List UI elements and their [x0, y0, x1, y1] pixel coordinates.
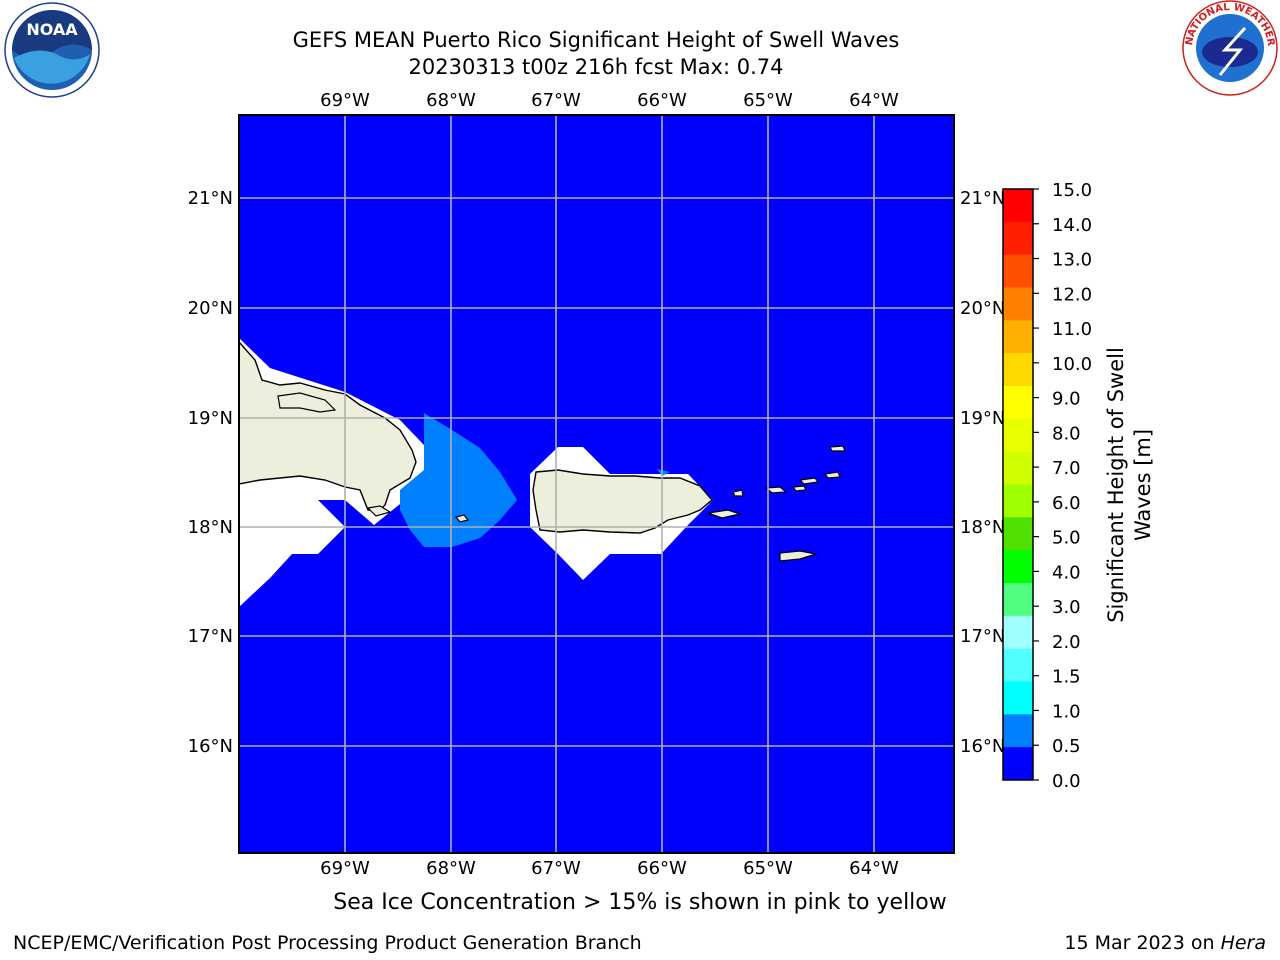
culebra-island [732, 489, 744, 497]
colorbar-tick-label: 8.0 [1052, 423, 1081, 444]
lat-label: 17°N [188, 626, 233, 647]
lon-label: 68°W [426, 858, 476, 879]
footer-credit: NCEP/EMC/Verification Post Processing Pr… [13, 932, 642, 954]
saona-island [366, 505, 392, 517]
lat-label: 20°N [960, 298, 1005, 319]
colorbar-swatch [1003, 418, 1033, 453]
lat-labels-right: 21°N 20°N 19°N 18°N 17°N 16°N [960, 188, 1005, 757]
colorbar-swatch [1003, 287, 1033, 321]
colorbar-swatch [1003, 517, 1033, 551]
lon-label: 66°W [637, 858, 687, 879]
st-john-island [791, 485, 807, 492]
colorbar-swatch [1003, 320, 1033, 354]
colorbar-swatch [1003, 747, 1033, 781]
colorbar-tick-label: 14.0 [1052, 215, 1092, 236]
map-panel [238, 114, 955, 854]
colorbar-tick-label: 10.0 [1052, 354, 1092, 375]
colorbar-tick-label: 12.0 [1052, 284, 1092, 305]
colorbar-tick-label: 15.0 [1052, 180, 1092, 201]
colorbar-swatch [1003, 714, 1033, 748]
colorbar-frame [1002, 188, 1034, 781]
map-frame [238, 114, 955, 854]
graticule [239, 115, 954, 853]
lat-label: 20°N [188, 298, 233, 319]
figure-title: GEFS MEAN Puerto Rico Significant Height… [292, 28, 900, 52]
footer-host: Hera [1220, 932, 1266, 954]
footer-date: 15 Mar 2023 on Hera [1064, 932, 1266, 954]
lat-label: 18°N [188, 517, 233, 538]
noaa-logo: NOAA [4, 2, 100, 98]
lat-label: 21°N [960, 188, 1005, 209]
vieques-island [707, 509, 743, 519]
colorbar-tick-label: 2.0 [1052, 632, 1081, 653]
lon-label: 67°W [531, 858, 581, 879]
lon-label: 66°W [637, 90, 687, 111]
lon-label: 69°W [320, 858, 370, 879]
lat-label: 21°N [188, 188, 233, 209]
sea-ice-note: Sea Ice Concentration > 15% is shown in … [333, 890, 947, 915]
colorbar: 15.0 14.0 13.0 12.0 11.0 10.0 9.0 8.0 7.0 6.0 5.0 4… [1002, 180, 1092, 792]
colorbar-tick-label: 6.0 [1052, 493, 1081, 514]
colorbar-swatch [1003, 254, 1033, 288]
virgin-gorda-island [823, 471, 841, 479]
lon-label: 65°W [743, 858, 793, 879]
colorbar-tick-label: 13.0 [1052, 250, 1092, 271]
colorbar-swatch [1003, 386, 1033, 420]
colorbar-tick-label: 11.0 [1052, 319, 1092, 340]
lat-label: 17°N [960, 626, 1005, 647]
colorbar-tick-label: 4.0 [1052, 562, 1081, 583]
colorbar-swatch [1003, 189, 1033, 223]
lon-label: 64°W [849, 90, 899, 111]
footer-date-text: 15 Mar 2023 on [1064, 932, 1221, 954]
colorbar-swatch [1003, 583, 1033, 617]
colorbar-swatch [1003, 648, 1033, 682]
colorbar-swatch [1003, 484, 1033, 518]
swell-patch [400, 413, 517, 547]
colorbar-tick-label: 1.0 [1052, 701, 1081, 722]
lat-labels-left: 21°N 20°N 19°N 18°N 17°N 16°N [188, 188, 233, 757]
lon-labels-bottom: 69°W 68°W 67°W 66°W 65°W 64°W [320, 858, 899, 879]
colorbar-tick-label: 1.5 [1052, 667, 1081, 688]
st-croix-island [779, 550, 817, 562]
lat-label: 16°N [960, 736, 1005, 757]
lat-label: 19°N [188, 408, 233, 429]
colorbar-tick-label: 3.0 [1052, 597, 1081, 618]
lon-label: 67°W [531, 90, 581, 111]
anegada-island [829, 445, 846, 452]
colorbar-swatch [1003, 451, 1033, 485]
colorbar-tick-label: 0.5 [1052, 736, 1081, 757]
colorbar-tick-label: 5.0 [1052, 528, 1081, 549]
lat-label: 18°N [960, 517, 1005, 538]
colorbar-tick-label: 7.0 [1052, 458, 1081, 479]
colorbar-swatch [1003, 615, 1033, 650]
colorbar-label-line2: Waves [m] [1131, 429, 1155, 541]
lon-label: 68°W [426, 90, 476, 111]
colorbar-label-line1: Significant Height of Swell [1104, 347, 1128, 623]
lon-label: 65°W [743, 90, 793, 111]
puerto-rico-land [532, 469, 713, 534]
st-thomas-island [764, 486, 788, 494]
lat-label: 19°N [960, 408, 1005, 429]
lon-labels-top: 69°W 68°W 67°W 66°W 65°W 64°W [320, 90, 899, 111]
figure-subtitle: 20230313 t00z 216h fcst Max: 0.74 [408, 55, 784, 79]
tortuga-island [277, 392, 337, 413]
hispaniola-land [238, 340, 417, 511]
colorbar-tick-label: 0.0 [1052, 771, 1081, 792]
colorbar-label: Significant Height of Swell Waves [m] [1104, 347, 1155, 623]
tortola-island [798, 477, 820, 485]
lon-label: 69°W [320, 90, 370, 111]
colorbar-swatch [1003, 353, 1033, 387]
colorbar-swatch [1003, 550, 1033, 584]
colorbar-swatch [1003, 681, 1033, 715]
lat-label: 16°N [188, 736, 233, 757]
mona-island [454, 514, 470, 523]
noaa-logo-text: NOAA [26, 20, 78, 39]
colorbar-swatch [1003, 221, 1033, 256]
colorbar-tick-label: 9.0 [1052, 389, 1081, 410]
lon-label: 64°W [849, 858, 899, 879]
